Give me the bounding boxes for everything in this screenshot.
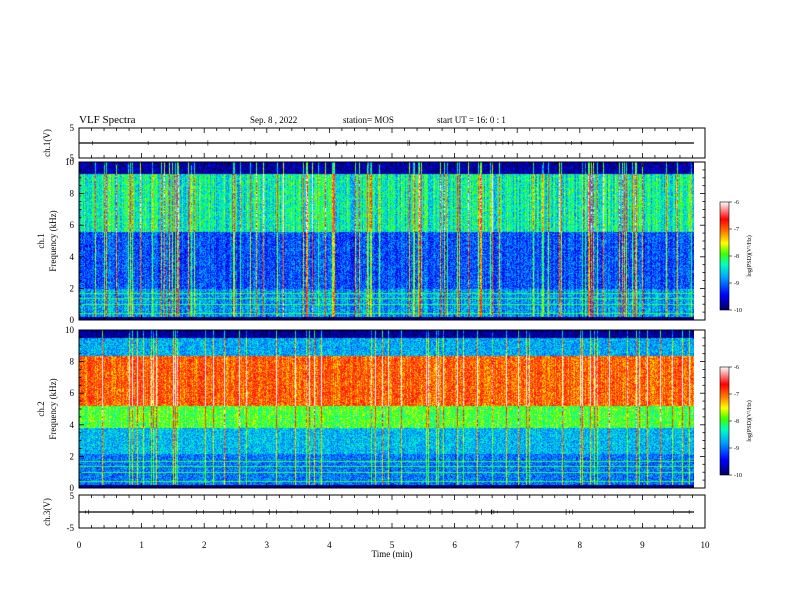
time-tick-label: 1: [139, 540, 144, 550]
ch2-colorbar-ticks: -6 -7 -8 -9 -10: [729, 365, 742, 479]
ch3-waveform-ylabel: ch.3(V): [42, 498, 52, 526]
ch3-ytick-bottom: -5: [67, 523, 75, 533]
colorbar-tick-label: -7: [734, 227, 739, 233]
date-label: Sep. 8 , 2022: [250, 115, 297, 125]
start-time-label: start UT = 16: 0 : 1: [437, 115, 506, 125]
ch2-colorbar-gradient: [719, 366, 730, 476]
ch1-ytick-bottom: -5: [67, 153, 75, 163]
colorbar-tick-label: -6: [734, 200, 739, 206]
colorbar-tick-label: -8: [734, 419, 739, 425]
ch2-spectrogram-yticks: 0 2 4 6 8 10: [65, 325, 705, 493]
ch1-spectrogram-ylabel: ch.1: [36, 233, 46, 248]
ch1-colorbar: -6 -7 -8 -9 -10 log(PSD)(V²/Hz): [719, 200, 753, 314]
ch2-frequency-ylabel: Frequency (kHz): [48, 378, 58, 439]
colorbar-tick-label: -6: [734, 365, 739, 371]
colorbar-tick-label: -7: [734, 392, 739, 398]
time-tick-label: 9: [640, 540, 645, 550]
frequency-tick-label: 0: [70, 315, 75, 325]
frequency-tick-label: 8: [70, 357, 75, 367]
ch1-spectrogram-image: [79, 162, 694, 320]
ch2-colorbar: -6 -7 -8 -9 -10 log(PSD)(V²/Hz): [719, 365, 753, 479]
time-tick-label: 5: [390, 540, 395, 550]
ch2-colorbar-label: log(PSD)(V²/Hz): [746, 400, 753, 441]
ch1-spectrogram-yticks: 0 2 4 6 8 10: [65, 157, 705, 325]
time-ticks: [78, 128, 706, 528]
ch1-frequency-ylabel: Frequency (kHz): [48, 210, 58, 271]
time-tick-label: 2: [202, 540, 207, 550]
frequency-tick-label: 6: [70, 388, 75, 398]
ch3-ytick-top: 5: [70, 491, 75, 501]
ch3-waveform-spikes: [85, 509, 690, 515]
frequency-tick-label: 10: [65, 157, 75, 167]
colorbar-tick-label: -8: [734, 254, 739, 260]
colorbar-tick-label: -10: [734, 473, 742, 479]
colorbar-tick-label: -9: [734, 446, 739, 452]
frequency-tick-label: 4: [70, 252, 75, 262]
ch1-colorbar-label: log(PSD)(V²/Hz): [746, 235, 753, 276]
ch2-spectrogram-panel: 0 2 4 6 8 10 ch.2 Frequency (kHz): [36, 325, 706, 493]
ch1-spectrogram-panel: 0 2 4 6 8 10 ch.1 Frequency (kHz): [36, 157, 706, 325]
ch1-waveform-ylabel: ch.1(V): [42, 129, 52, 157]
colorbar-tick-label: -9: [734, 281, 739, 287]
time-tick-label: 4: [327, 540, 332, 550]
ch1-colorbar-ticks: -6 -7 -8 -9 -10: [729, 200, 742, 314]
time-tick-label: 10: [701, 540, 711, 550]
figure-title: VLF Spectra: [79, 114, 136, 126]
time-tick-label: 7: [515, 540, 520, 550]
time-tick-label: 0: [77, 540, 82, 550]
time-tick-label: 6: [452, 540, 457, 550]
station-label: station= MOS: [343, 115, 394, 125]
time-tick-labels: 0 1 2 3 4 5 6 7 8 9 10: [77, 540, 710, 550]
time-axis-label: Time (min): [372, 549, 413, 559]
frequency-tick-label: 4: [70, 420, 75, 430]
frequency-tick-label: 0: [70, 483, 75, 493]
frequency-tick-label: 10: [65, 325, 75, 335]
colorbar-tick-label: -10: [734, 308, 742, 314]
ch1-colorbar-gradient: [719, 201, 730, 311]
ch1-waveform-spikes: [92, 140, 676, 146]
time-tick-label: 3: [265, 540, 270, 550]
time-tick-label: 8: [578, 540, 583, 550]
ch2-spectrogram-image: [79, 330, 694, 488]
ch2-spectrogram-ylabel: ch.2: [36, 401, 46, 416]
frequency-tick-label: 2: [70, 451, 75, 461]
frequency-tick-label: 2: [70, 283, 75, 293]
frequency-tick-label: 6: [70, 220, 75, 230]
frequency-tick-label: 8: [70, 189, 75, 199]
ch1-ytick-top: 5: [70, 123, 75, 133]
